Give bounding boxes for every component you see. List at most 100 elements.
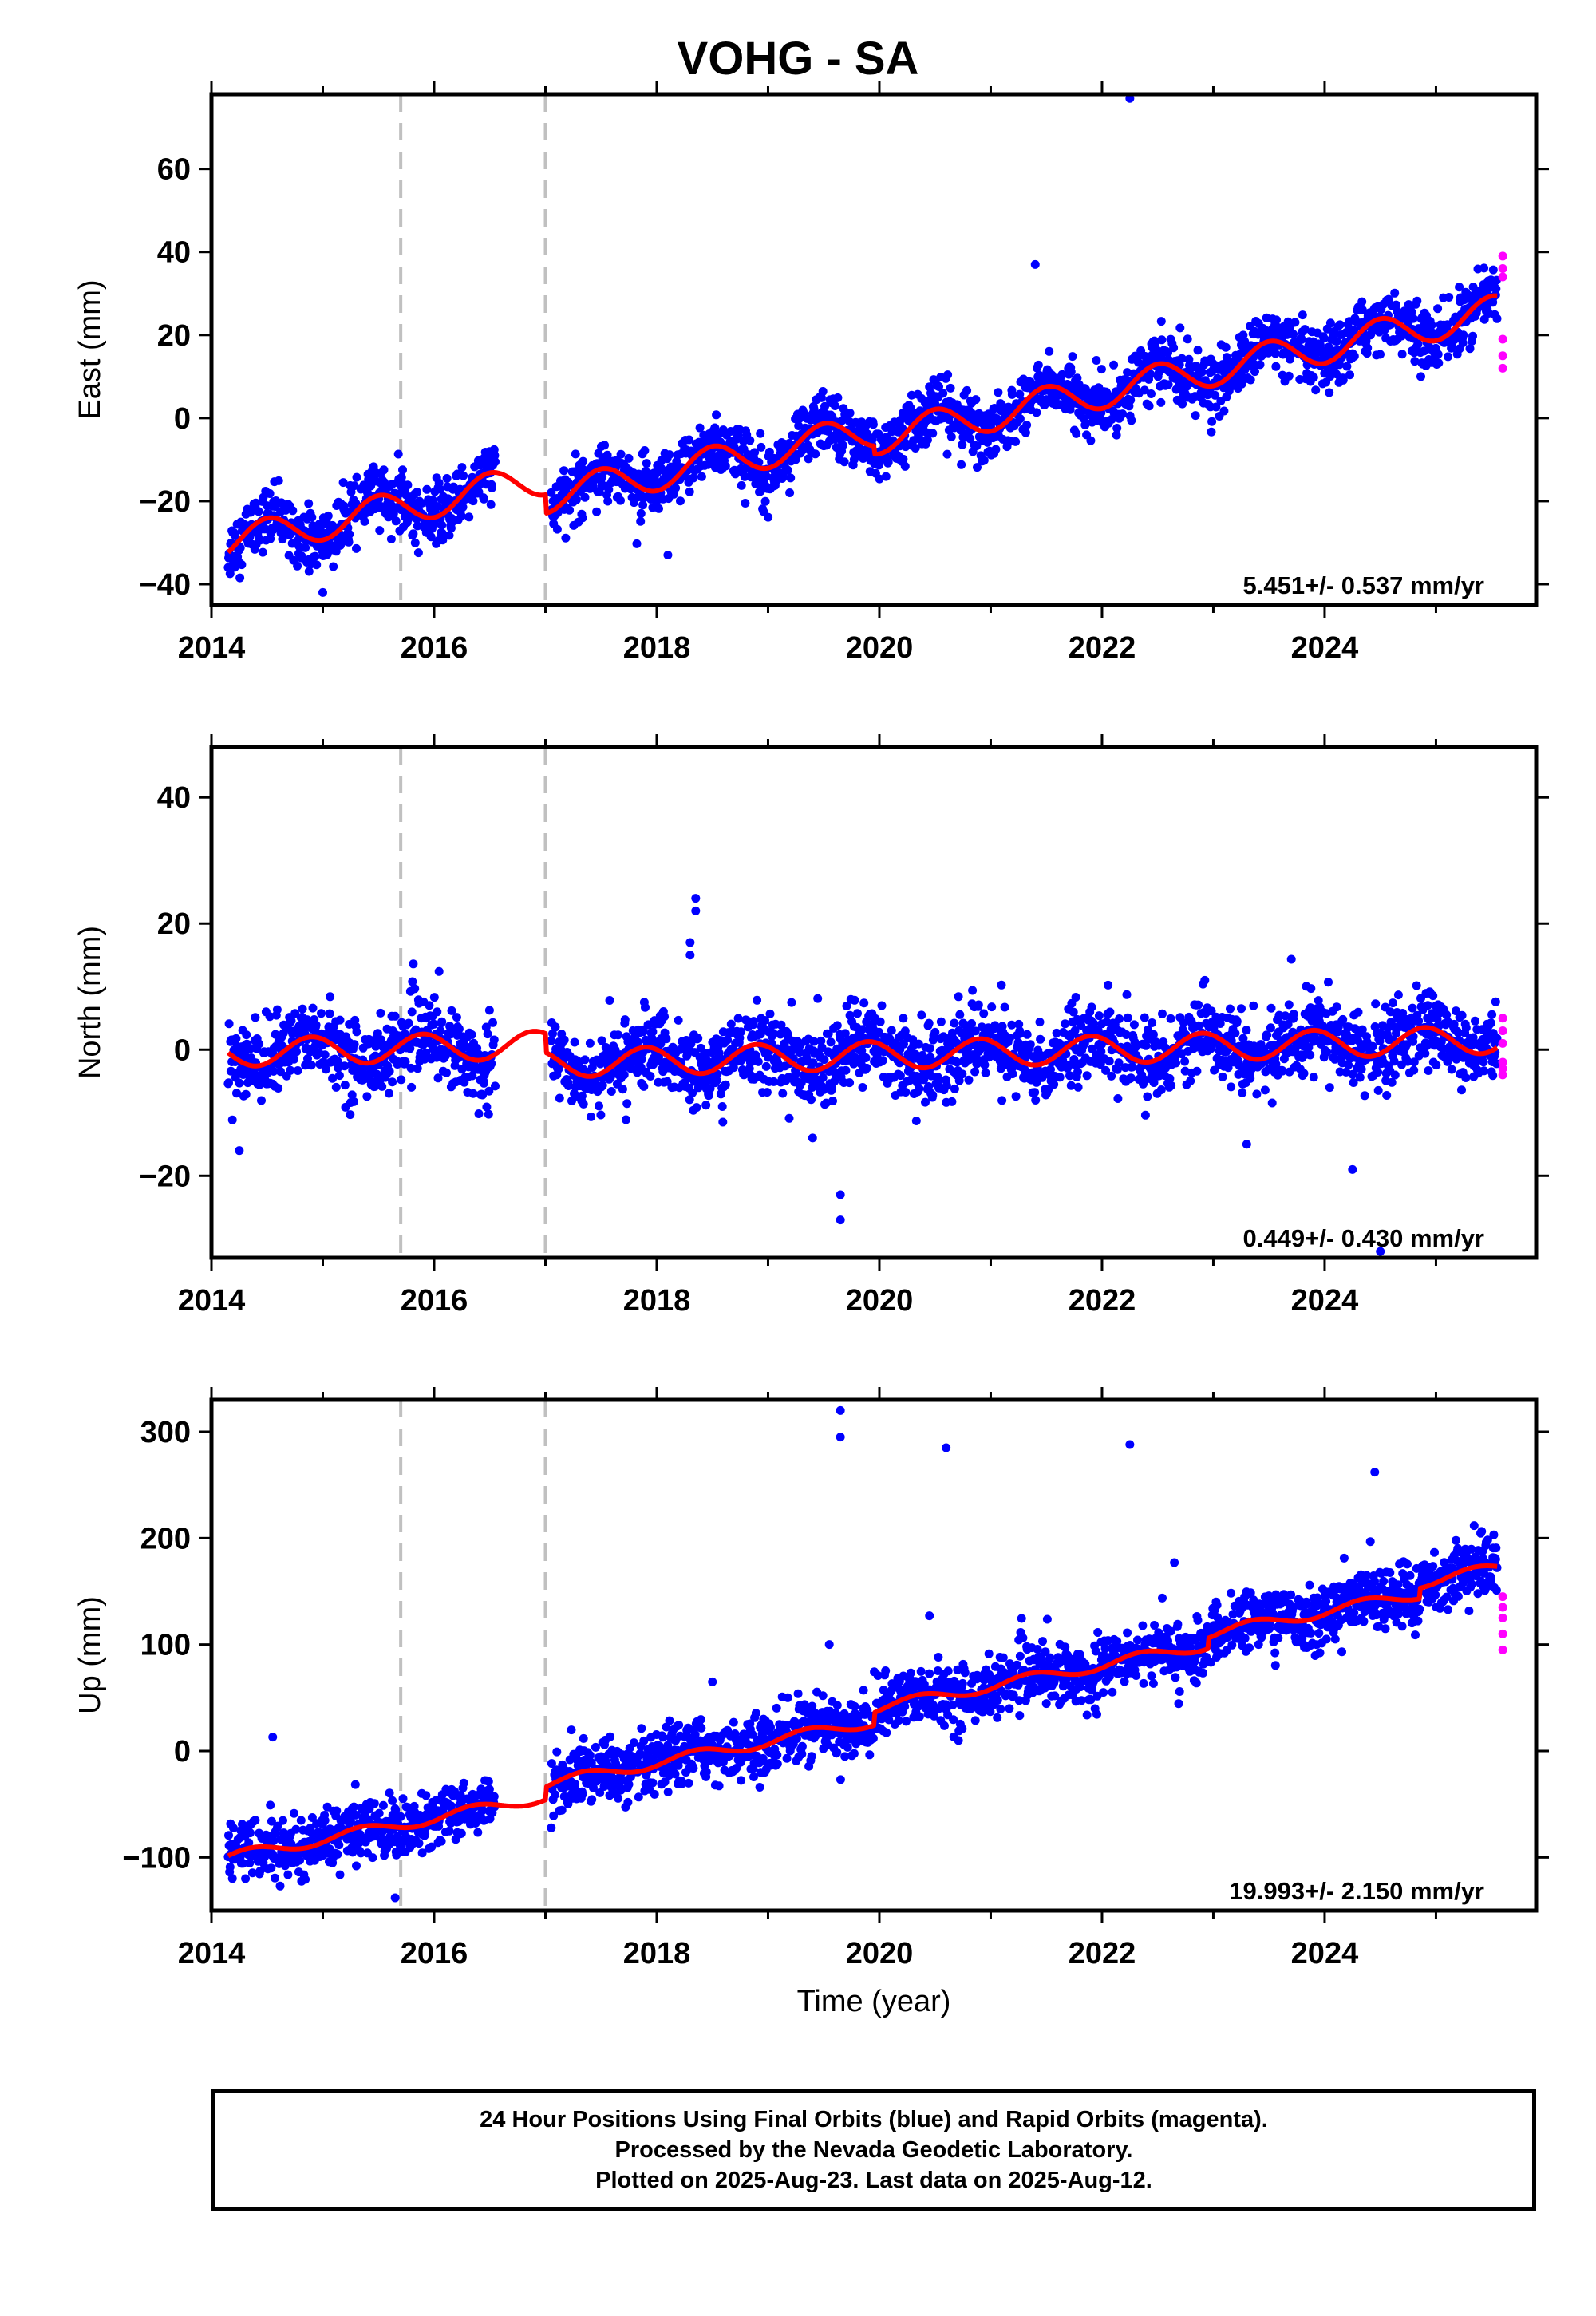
data-point (1086, 436, 1096, 445)
data-point (385, 1089, 393, 1098)
data-point (393, 449, 403, 459)
data-point (251, 498, 260, 508)
data-point (386, 535, 396, 543)
data-point (426, 532, 436, 542)
data-point (391, 516, 401, 526)
data-point (934, 382, 943, 391)
data-point (616, 449, 626, 459)
data-point (1491, 997, 1500, 1006)
data-point (639, 1081, 649, 1091)
data-point (974, 1000, 983, 1010)
data-point (820, 401, 829, 411)
data-point (964, 1075, 974, 1085)
x-tick-label: 2020 (846, 631, 914, 665)
data-point (1025, 1040, 1035, 1049)
data-point (958, 1069, 967, 1079)
data-point (950, 1018, 959, 1028)
data-point (1289, 330, 1298, 339)
y-tick-label: −40 (140, 568, 191, 602)
data-point (242, 1030, 251, 1040)
data-point (254, 507, 263, 516)
data-point (600, 441, 610, 450)
data-point (579, 1099, 588, 1109)
data-point (1479, 1066, 1489, 1076)
data-point (413, 548, 423, 558)
y-tick-label: −20 (140, 1160, 191, 1193)
data-point (312, 560, 322, 570)
data-point (1030, 1088, 1040, 1097)
data-point (323, 511, 333, 520)
data-point (422, 484, 432, 494)
data-point (227, 1874, 237, 1883)
data-point (1412, 981, 1421, 990)
data-point (231, 531, 240, 540)
data-point (298, 1004, 307, 1014)
data-point (272, 1005, 282, 1014)
data-point (342, 507, 351, 516)
data-point (841, 1065, 851, 1075)
data-point (257, 1096, 266, 1105)
data-point (632, 539, 642, 548)
data-point (1382, 1091, 1392, 1100)
data-point (1227, 1082, 1236, 1092)
velocity-label: 5.451+/- 0.537 mm/yr (1243, 571, 1484, 599)
data-point (692, 1103, 701, 1113)
data-point (1167, 1081, 1176, 1090)
data-point (1267, 1098, 1277, 1108)
data-point (444, 531, 454, 540)
data-point (290, 1808, 298, 1818)
outlier-point (836, 1190, 845, 1199)
data-point (409, 959, 418, 969)
data-point (325, 1009, 334, 1018)
data-point (754, 457, 764, 467)
data-point (329, 562, 338, 571)
data-point (1284, 1000, 1294, 1010)
data-point (231, 1034, 241, 1043)
data-point (335, 1870, 345, 1879)
data-point (838, 441, 847, 450)
data-point (345, 529, 354, 539)
data-point (336, 540, 345, 550)
rapid-orbit-point (1498, 351, 1507, 361)
data-point (265, 489, 275, 498)
data-point (938, 389, 948, 398)
data-point (491, 457, 500, 467)
data-point (385, 1066, 394, 1076)
data-point (1007, 389, 1017, 399)
data-point (241, 1089, 251, 1099)
x-tick-label: 2016 (401, 631, 468, 665)
data-point (1033, 360, 1043, 370)
data-point (818, 1073, 828, 1082)
data-point (638, 500, 648, 510)
data-point (435, 484, 444, 494)
data-point (862, 1063, 871, 1073)
data-point (1123, 1013, 1132, 1022)
data-point (350, 1780, 360, 1789)
data-point (1459, 330, 1468, 340)
data-point (936, 1017, 946, 1026)
data-point (685, 487, 694, 496)
data-point (942, 1081, 951, 1090)
data-point (1299, 1069, 1309, 1078)
data-point (689, 473, 698, 483)
data-point (437, 528, 447, 538)
y-tick-label: 40 (157, 781, 191, 815)
data-point (868, 420, 878, 429)
x-tick-label: 2016 (401, 1284, 468, 1318)
data-point (1371, 999, 1381, 1009)
data-point (308, 1003, 318, 1013)
data-point (1242, 1026, 1251, 1035)
rapid-orbit-point (1498, 363, 1507, 373)
data-point (1143, 1092, 1152, 1101)
data-point (1069, 1007, 1078, 1017)
data-point (438, 536, 448, 545)
data-point (468, 1089, 478, 1098)
data-point (417, 499, 426, 508)
outlier-point (808, 1133, 817, 1143)
data-point (1461, 1023, 1471, 1033)
data-point (1249, 1001, 1258, 1010)
data-point (598, 1081, 607, 1090)
data-point (1087, 1002, 1096, 1012)
data-point (946, 432, 956, 441)
data-point (721, 461, 730, 471)
